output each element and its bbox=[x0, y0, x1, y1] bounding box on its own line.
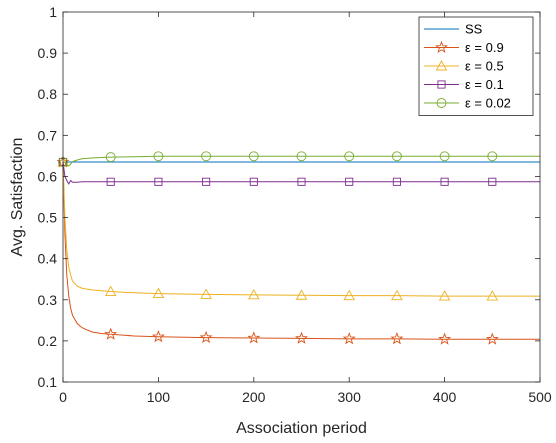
data-point bbox=[151, 329, 165, 343]
data-point bbox=[297, 177, 306, 186]
data-point bbox=[202, 177, 211, 186]
series-4 bbox=[58, 151, 540, 168]
data-point bbox=[440, 177, 449, 186]
data-point bbox=[201, 151, 212, 162]
x-tick-label: 100 bbox=[147, 389, 171, 405]
data-point bbox=[249, 177, 258, 186]
legend-label: ε = 0.1 bbox=[465, 77, 504, 92]
legend-marker bbox=[436, 98, 447, 108]
legend-marker bbox=[437, 80, 446, 89]
data-point bbox=[105, 152, 116, 163]
legend-marker bbox=[435, 60, 448, 71]
data-point bbox=[247, 331, 261, 344]
x-tick-label: 400 bbox=[433, 389, 457, 405]
x-tick-label: 300 bbox=[338, 389, 362, 405]
y-tick-label: 0.4 bbox=[38, 251, 58, 267]
series-3 bbox=[58, 158, 540, 186]
data-point bbox=[199, 330, 213, 344]
x-axis-title: Association period bbox=[236, 420, 367, 437]
data-point bbox=[439, 151, 450, 162]
data-point bbox=[392, 177, 401, 186]
plot-frame bbox=[62, 11, 541, 383]
legend-item: ε = 0.1 bbox=[424, 77, 504, 92]
legend-label: ε = 0.02 bbox=[465, 96, 511, 111]
legend-item: SS bbox=[424, 22, 483, 37]
data-point bbox=[391, 151, 402, 162]
data-point bbox=[486, 290, 499, 301]
data-point bbox=[104, 327, 118, 340]
data-point bbox=[154, 177, 163, 186]
series-line bbox=[62, 162, 540, 340]
data-point bbox=[342, 332, 356, 345]
data-point bbox=[153, 151, 164, 162]
y-tick-label: 0.8 bbox=[38, 86, 58, 102]
data-point bbox=[296, 151, 307, 162]
legend-label: SS bbox=[465, 22, 483, 37]
data-point bbox=[152, 287, 165, 299]
y-tick-label: 0.7 bbox=[38, 127, 58, 143]
y-axis-ticks: 0.1 0.2 0.3 0.4 0.5 0.6 0.7 0.8 0.9 1 bbox=[38, 4, 540, 390]
legend-label: ε = 0.9 bbox=[465, 40, 504, 55]
data-point bbox=[106, 177, 115, 186]
y-tick-label: 0.5 bbox=[38, 210, 58, 226]
data-point bbox=[487, 151, 498, 162]
data-point bbox=[295, 289, 308, 300]
data-point bbox=[343, 289, 355, 301]
x-tick-label: 0 bbox=[59, 389, 67, 405]
data-point bbox=[345, 177, 354, 186]
series-line bbox=[63, 155, 540, 167]
y-tick-label: 0.3 bbox=[38, 292, 58, 308]
legend-label: ε = 0.5 bbox=[465, 59, 504, 74]
x-tick-label: 500 bbox=[528, 389, 552, 405]
data-point bbox=[200, 288, 212, 299]
y-tick-label: 0.9 bbox=[38, 45, 58, 61]
data-point bbox=[104, 285, 117, 297]
y-tick-label: 1 bbox=[49, 4, 57, 20]
data-point bbox=[438, 332, 452, 345]
y-tick-label: 0.2 bbox=[38, 333, 58, 349]
data-point bbox=[344, 151, 355, 162]
data-point bbox=[390, 332, 404, 345]
y-tick-label: 0.6 bbox=[38, 168, 58, 184]
y-axis-title: Avg. Satisfaction bbox=[9, 138, 26, 257]
data-point bbox=[248, 151, 259, 162]
legend-item: ε = 0.5 bbox=[424, 59, 504, 74]
x-axis-ticks: 0 100 200 300 400 500 bbox=[59, 12, 552, 405]
legend-marker bbox=[435, 40, 448, 53]
y-tick-label: 0.1 bbox=[38, 374, 58, 390]
data-point bbox=[391, 289, 403, 301]
legend: SS ε = 0.9 ε = 0.5 ε = 0.1 ε = 0.02 bbox=[418, 16, 534, 116]
data-point bbox=[488, 177, 497, 186]
data-point bbox=[295, 331, 308, 344]
data-point bbox=[485, 332, 499, 345]
legend-item: ε = 0.02 bbox=[424, 96, 511, 111]
legend-item: ε = 0.9 bbox=[424, 40, 504, 55]
series-layer bbox=[56, 151, 540, 345]
series-line bbox=[62, 162, 540, 297]
series-line bbox=[62, 161, 540, 185]
data-point bbox=[438, 290, 451, 301]
data-point bbox=[248, 288, 260, 300]
x-tick-label: 200 bbox=[242, 389, 266, 405]
